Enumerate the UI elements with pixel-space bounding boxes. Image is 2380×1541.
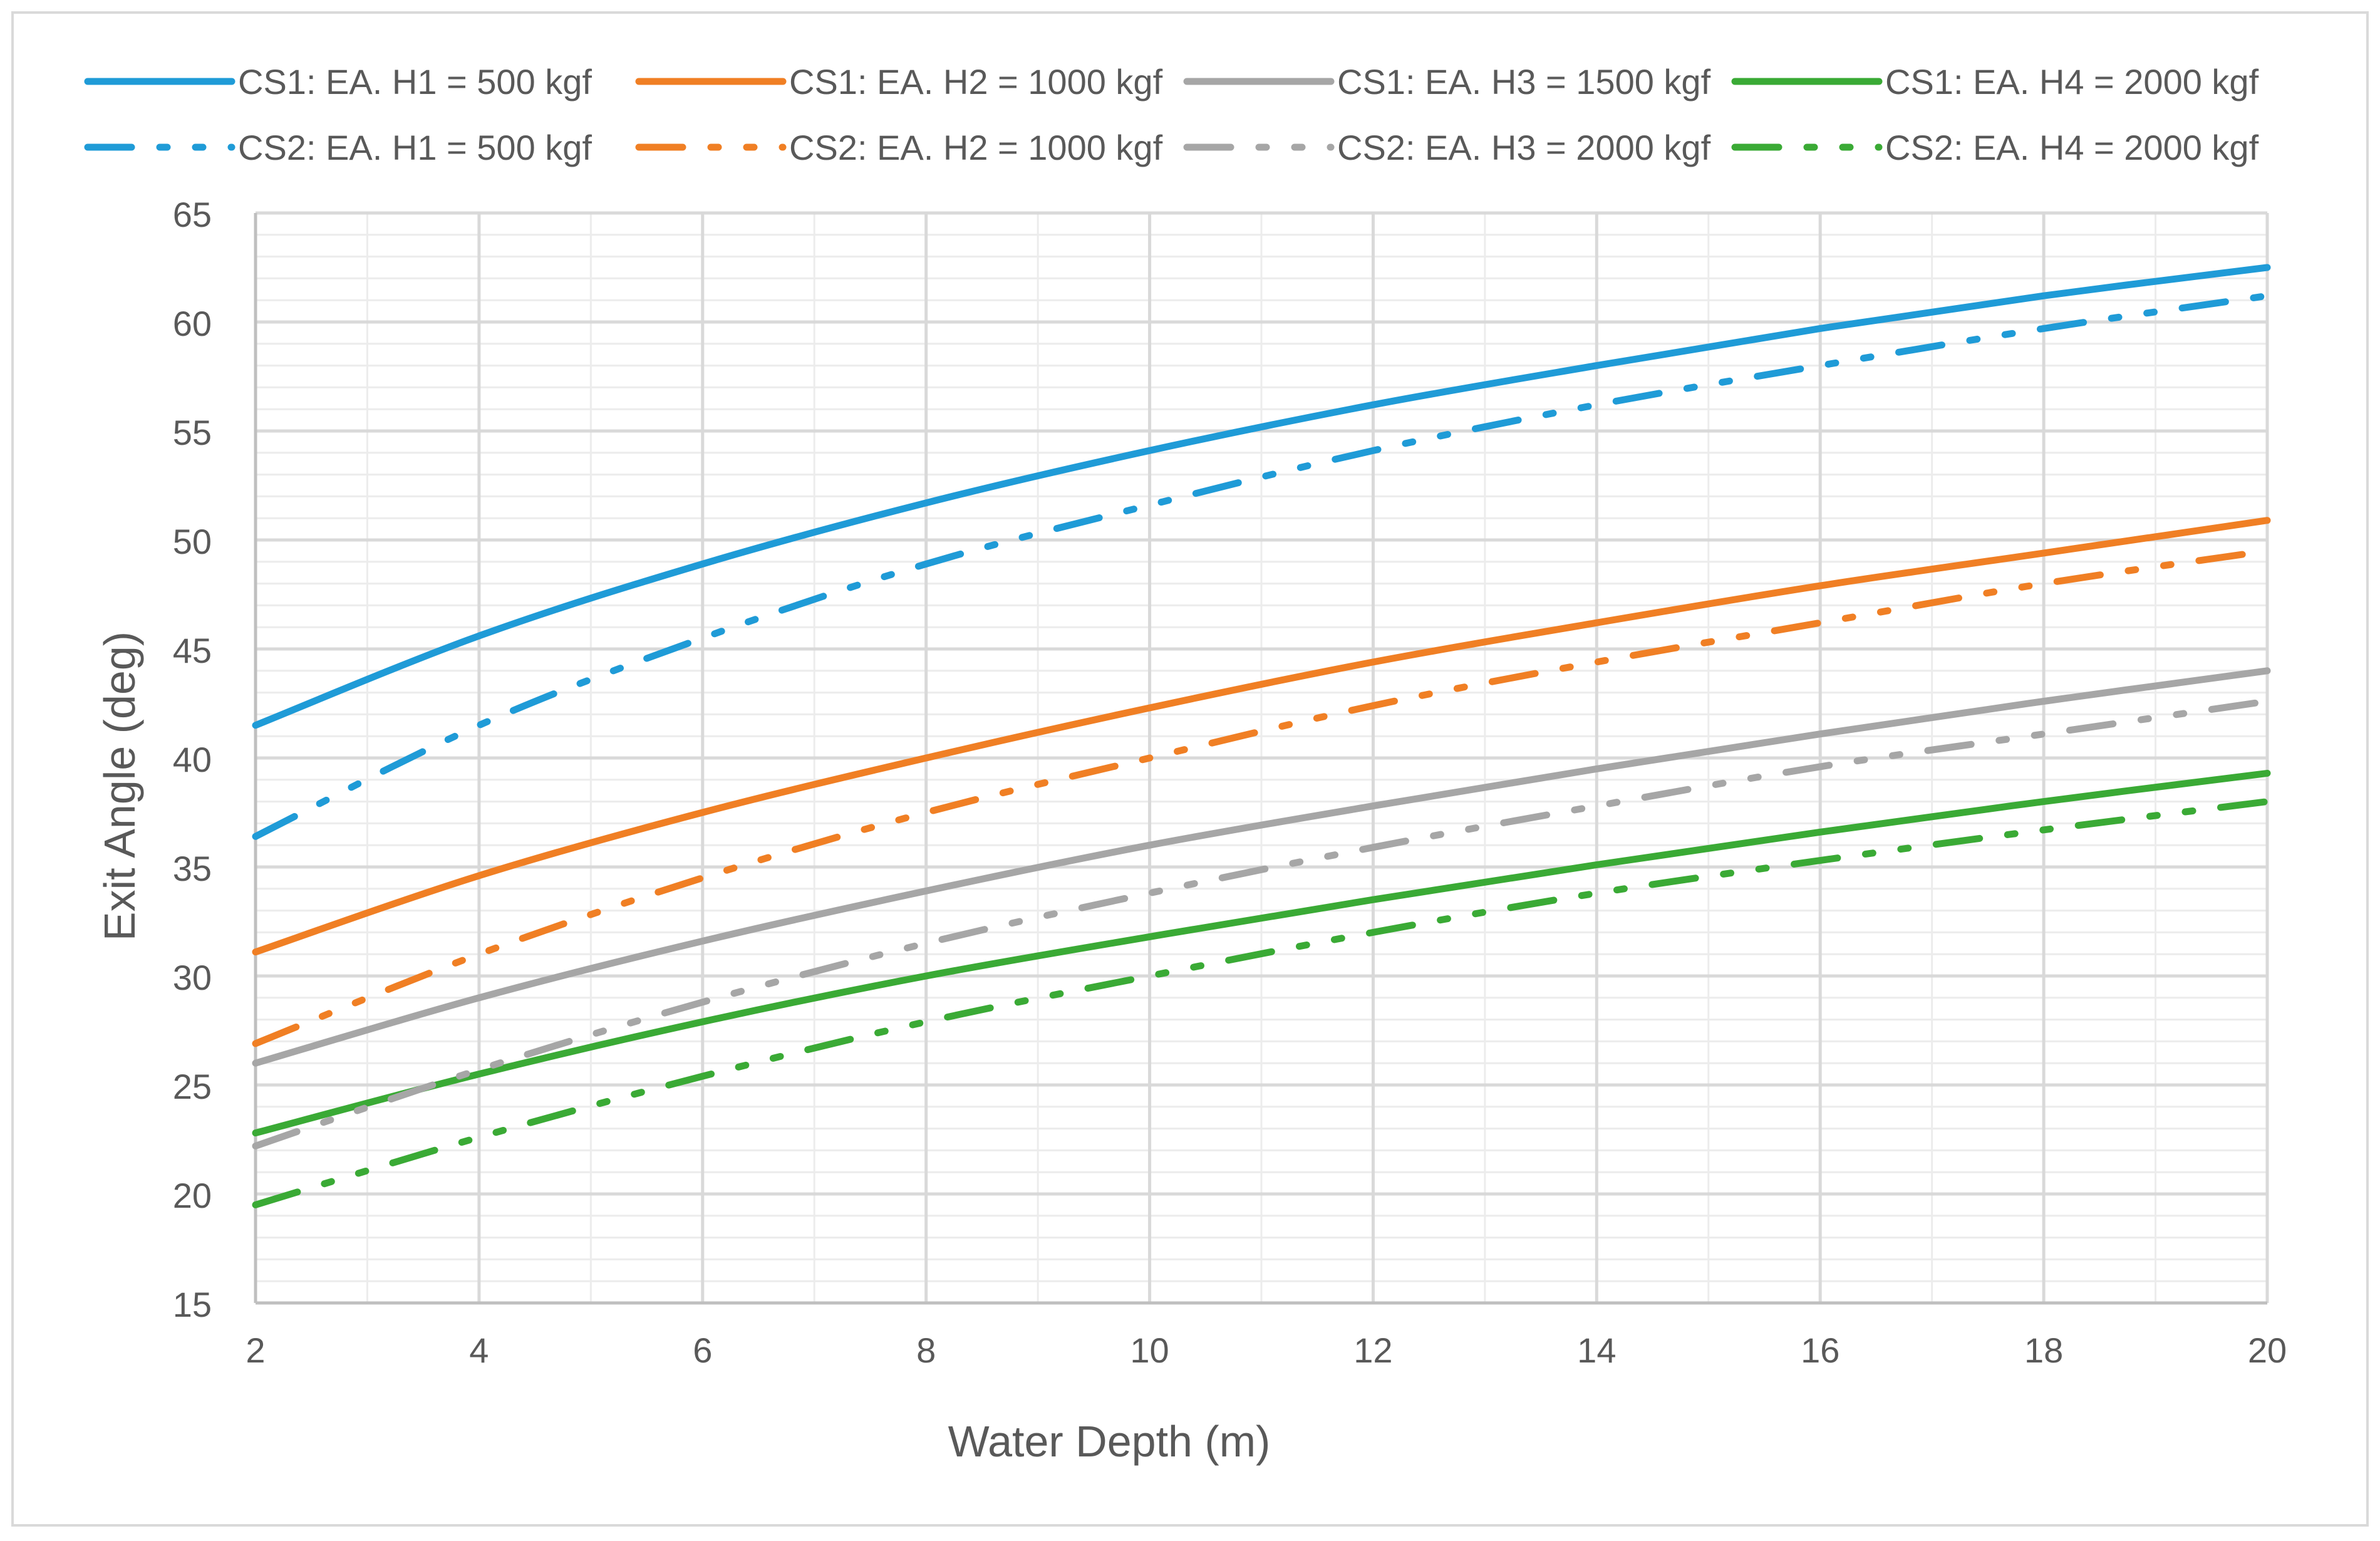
x-tick-label: 10 <box>1130 1331 1169 1370</box>
x-tick-label: 16 <box>1801 1331 1839 1370</box>
major-gridlines <box>256 211 2269 1303</box>
tick-labels: 15 20 25 30 35 40 45 50 55 60 65 2 4 6 8 10 12 14 16 18 20 <box>173 195 2287 1370</box>
y-tick-label: 60 <box>173 304 212 343</box>
legend-label-8: CS2: EA. H4 = 2000 kgf <box>1885 128 2259 167</box>
y-tick-label: 20 <box>173 1176 212 1215</box>
x-tick-label: 14 <box>1577 1331 1616 1370</box>
series-line-7 <box>252 698 2271 1149</box>
y-tick-label: 45 <box>173 631 212 670</box>
axes <box>254 213 2267 1305</box>
y-tick-label: 25 <box>173 1067 212 1106</box>
legend-label-3: CS1: EA. H3 = 1500 kgf <box>1337 62 1711 101</box>
x-tick-label: 18 <box>2024 1331 2063 1370</box>
series-line-6 <box>252 547 2271 1047</box>
x-tick-label: 4 <box>469 1331 489 1370</box>
series-line-3 <box>252 667 2271 1067</box>
series-line-8 <box>252 798 2271 1208</box>
series-line-1 <box>252 264 2271 729</box>
y-tick-label: 50 <box>173 522 212 561</box>
legend: CS1: EA. H1 = 500 kgf CS1: EA. H2 = 1000 … <box>84 62 2259 167</box>
x-tick-label: 20 <box>2248 1331 2287 1370</box>
x-tick-label: 12 <box>1353 1331 1392 1370</box>
legend-label-4: CS1: EA. H4 = 2000 kgf <box>1885 62 2259 101</box>
legend-label-1: CS1: EA. H1 = 500 kgf <box>238 62 592 101</box>
legend-label-6: CS2: EA. H2 = 1000 kgf <box>789 128 1163 167</box>
legend-label-2: CS1: EA. H2 = 1000 kgf <box>789 62 1163 101</box>
series-line-4 <box>252 769 2271 1137</box>
series-line-2 <box>252 517 2271 956</box>
y-axis-title: Exit Angle (deg) <box>95 631 144 941</box>
y-tick-label: 55 <box>173 413 212 452</box>
y-tick-label: 30 <box>173 958 212 997</box>
legend-label-7: CS2: EA. H3 = 2000 kgf <box>1337 128 1711 167</box>
chart-border <box>11 11 2369 1527</box>
y-tick-label: 65 <box>173 195 212 234</box>
x-tick-label: 8 <box>916 1331 936 1370</box>
x-axis-title: Water Depth (m) <box>948 1417 1271 1466</box>
series-layer <box>252 264 2271 1208</box>
x-tick-label: 6 <box>693 1331 712 1370</box>
x-tick-label: 2 <box>246 1331 265 1370</box>
y-tick-label: 40 <box>173 740 212 779</box>
legend-label-5: CS2: EA. H1 = 500 kgf <box>238 128 592 167</box>
y-tick-label: 15 <box>173 1285 212 1324</box>
series-line-5 <box>252 292 2271 840</box>
y-tick-label: 35 <box>173 849 212 888</box>
